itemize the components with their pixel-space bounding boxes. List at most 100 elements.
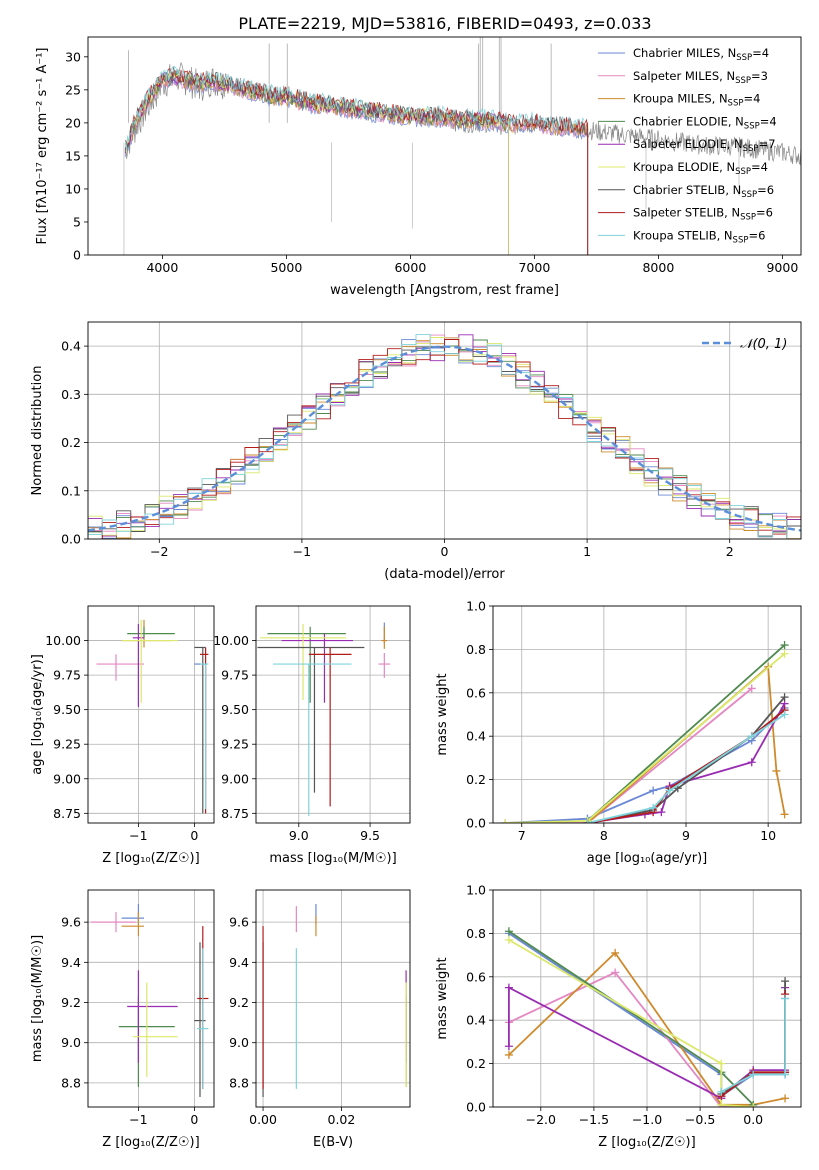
tick-label-x: 9.0 (289, 828, 309, 843)
tick-label-y: 0.4 (466, 729, 486, 744)
tick-label-y: 0.0 (466, 816, 486, 831)
axes-frame (87, 605, 215, 824)
tick-label-x: 10 (760, 828, 776, 843)
weight-line (508, 939, 754, 1107)
axes-frame (87, 889, 215, 1108)
weight-marker (747, 684, 756, 693)
tick-label-y: 8.8 (61, 1075, 81, 1090)
tick-label-y: 9.0 (229, 1035, 249, 1050)
weight-marker (717, 1087, 726, 1096)
tick-label-y: 8.8 (229, 1075, 249, 1090)
errorbar-point (273, 663, 352, 817)
errorbar-point (281, 633, 353, 703)
tick-label-y: 0.8 (466, 926, 486, 941)
axis-label-x: Z [log₁₀(Z/Z☉)] (598, 1135, 695, 1150)
errorbar-point (257, 646, 365, 793)
tick-label-y: 5 (73, 214, 81, 229)
tick-label-y: 0.8 (466, 642, 486, 657)
weight-marker (504, 935, 513, 944)
tick-label-y: 9.6 (61, 915, 81, 930)
tick-label-x: 0.0 (743, 1112, 763, 1127)
weight-marker (504, 1042, 513, 1051)
tick-label-x: 6000 (394, 260, 426, 275)
errorbar-point (121, 904, 144, 925)
weight-marker (504, 983, 513, 992)
tick-label-y: 0.2 (61, 435, 81, 450)
tick-label-x: 0.00 (249, 1112, 277, 1127)
weight-marker (611, 948, 620, 957)
errorbar-point (197, 948, 209, 1089)
tick-label-x: 0.02 (328, 1112, 356, 1127)
errorbar-point (200, 647, 209, 814)
tick-label-x: 8 (600, 828, 608, 843)
chart-spectrum: 4000 5000 6000 7000 8000 9000 0 5 10 15 20 25 30 wave… (35, 36, 802, 298)
tick-label-x: −1.0 (632, 1112, 662, 1127)
legend-entry: Kroupa STELIB, NSSP=6 (633, 228, 765, 245)
tick-label-y: 1.0 (466, 599, 486, 614)
errorbar-point (132, 982, 178, 1077)
legend-entry: Chabrier ELODIE, NSSP=4 (633, 114, 777, 131)
weight-marker (649, 803, 658, 812)
weight-marker (772, 766, 781, 775)
weight-marker (583, 819, 592, 823)
axis-label-y: mass [log₁₀(M/M☉)] (30, 935, 45, 1062)
weight-line (505, 687, 753, 823)
legend-entry: 𝒩(0, 1) (740, 337, 787, 352)
weight-marker (501, 819, 510, 823)
tick-label-y: 9.50 (53, 702, 81, 717)
axis-label-y: Normed distribution (30, 366, 45, 496)
weight-marker (649, 786, 658, 795)
weight-marker (781, 994, 790, 1003)
normal-curve (88, 345, 801, 532)
axes-frame (255, 889, 411, 1108)
weight-line (505, 653, 786, 823)
weight-marker (780, 641, 789, 650)
chart-residuals: −2 −1 0 1 2 0.0 0.1 0.2 0.3 0.4 (data-model)/error… (30, 321, 802, 582)
axis-label-x: E(B-V) (313, 1135, 353, 1150)
plot-area (88, 334, 801, 539)
tick-label-y: 9.6 (229, 915, 249, 930)
tick-label-y: 9.2 (61, 995, 81, 1010)
weight-marker (781, 1070, 790, 1079)
axis-label-y: Flux [fλ10⁻¹⁷ erg cm⁻² s⁻¹ A⁻¹] (35, 48, 50, 245)
errorbar-point (127, 970, 178, 1063)
tick-label-y: 0.2 (466, 1056, 486, 1071)
axis-label-x: Z [log₁₀(Z/Z☉)] (102, 1135, 199, 1150)
tick-label-y: 9.75 (53, 668, 81, 683)
axes-frame (492, 605, 802, 824)
axis-label-x: (data-model)/error (384, 567, 505, 582)
tick-label-x: 9000 (766, 260, 798, 275)
weight-marker (747, 758, 756, 767)
tick-label-y: 30 (65, 49, 81, 64)
plot-area (123, 37, 801, 255)
tick-label-y: 8.75 (221, 806, 249, 821)
chart-weight_vs_age: 7 8 9 10 0.0 0.2 0.4 0.6 0.8 1.0 age [log₁₀(age/yr… (435, 599, 802, 866)
tick-label-y: 9.0 (61, 1035, 81, 1050)
weight-marker (781, 977, 790, 986)
tick-label-y: 0.2 (466, 772, 486, 787)
tick-label-y: 1.0 (466, 883, 486, 898)
legend-entry: Chabrier MILES, NSSP=4 (633, 46, 769, 63)
weight-line (586, 644, 786, 822)
weight-marker (657, 808, 666, 817)
tick-label-x: 9.5 (360, 828, 380, 843)
tick-label-x: 2 (726, 544, 734, 559)
errorbar-point (194, 646, 206, 814)
tick-label-x: −2.0 (526, 1112, 556, 1127)
axes-frame (87, 321, 802, 540)
tick-label-y: 9.4 (61, 955, 81, 970)
model-spectrum (124, 69, 589, 255)
axis-label-y: mass weight (435, 673, 450, 755)
tick-label-y: 9.2 (229, 995, 249, 1010)
chart-mass_vs_ebv: 0.00 0.02 8.8 9.0 9.2 9.4 9.6 E(B-V) (229, 889, 411, 1150)
tick-label-y: 0.4 (61, 339, 81, 354)
tick-label-y: 9.4 (229, 955, 249, 970)
tick-label-x: −0.5 (685, 1112, 715, 1127)
axes-frame (255, 605, 411, 824)
tick-label-y: 0.6 (466, 969, 486, 984)
tick-label-y: 20 (65, 115, 81, 130)
tick-label-y: 25 (65, 82, 81, 97)
tick-label-y: 9.00 (53, 771, 81, 786)
tick-label-x: 8000 (642, 260, 674, 275)
axes-frame (87, 36, 802, 256)
